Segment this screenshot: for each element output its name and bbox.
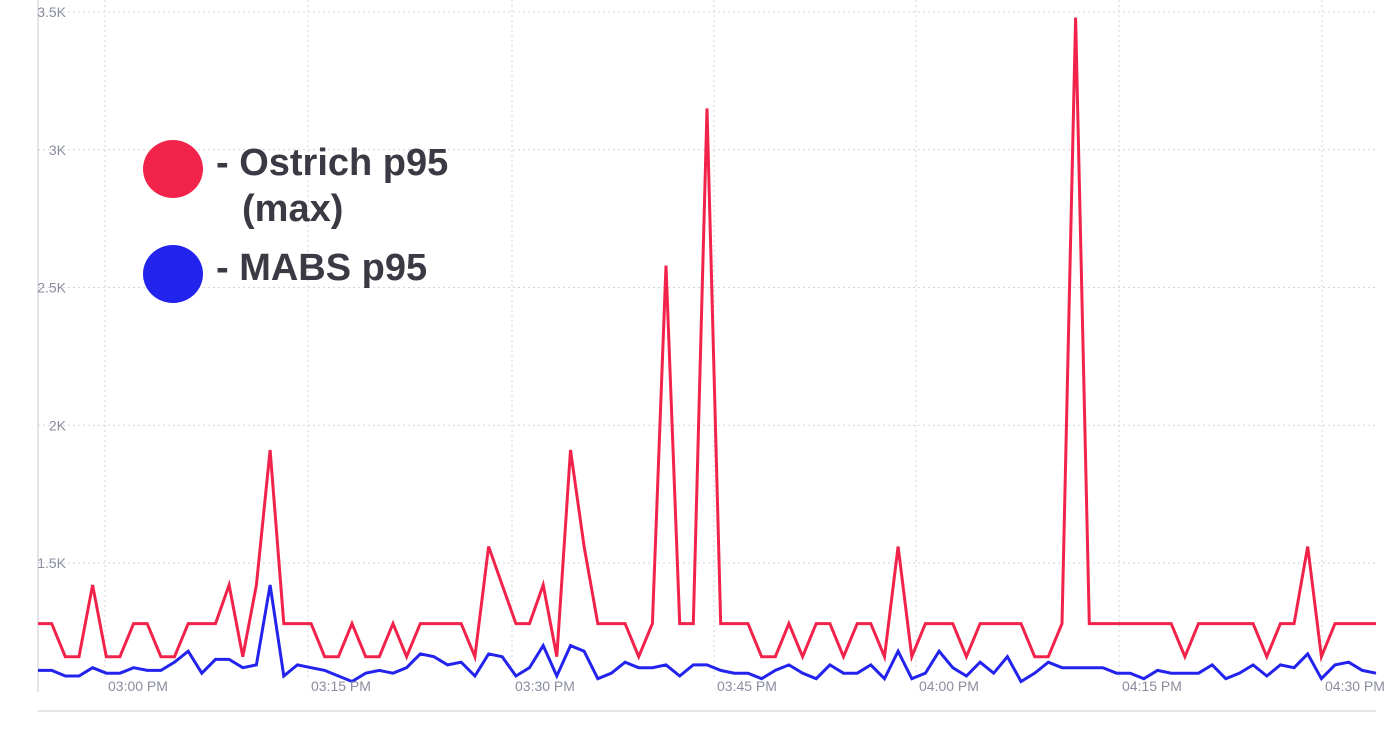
y-tick-label: 3K bbox=[49, 142, 67, 158]
x-tick-label: 04:00 PM bbox=[919, 678, 979, 694]
y-tick-label: 2K bbox=[49, 417, 67, 433]
legend-label-mabs: - MABS p95 bbox=[216, 247, 428, 289]
x-tick-label: 04:30 PM bbox=[1325, 678, 1385, 694]
x-tick-label: 04:15 PM bbox=[1122, 678, 1182, 694]
legend-swatch-mabs bbox=[143, 245, 203, 303]
x-tick-label: 03:30 PM bbox=[515, 678, 575, 694]
y-axis-ticks: 1.5K 2K 2.5K 3K 3.5K bbox=[37, 4, 66, 571]
series-line-ostrich bbox=[38, 17, 1376, 663]
series-lines bbox=[38, 17, 1377, 684]
y-tick-label: 2.5K bbox=[37, 280, 66, 296]
y-tick-label: 1.5K bbox=[37, 555, 66, 571]
x-tick-label: 03:00 PM bbox=[108, 678, 168, 694]
legend-label-ostrich: - Ostrich p95 (max) bbox=[216, 140, 448, 232]
grid-lines bbox=[38, 0, 1376, 680]
series-line-mabs bbox=[38, 584, 1377, 684]
x-axis-ticks: 03:00 PM 03:15 PM 03:30 PM 03:45 PM 04:00 PM… bbox=[108, 678, 1385, 694]
legend-label-ostrich-line1: - Ostrich p95 bbox=[216, 142, 449, 184]
legend-swatch-ostrich bbox=[143, 140, 203, 198]
x-tick-label: 03:45 PM bbox=[717, 678, 777, 694]
x-tick-label: 03:15 PM bbox=[311, 678, 371, 694]
axes bbox=[37, 0, 1376, 712]
legend-label-ostrich-line2: (max) bbox=[242, 188, 344, 230]
y-tick-label: 3.5K bbox=[37, 4, 66, 20]
